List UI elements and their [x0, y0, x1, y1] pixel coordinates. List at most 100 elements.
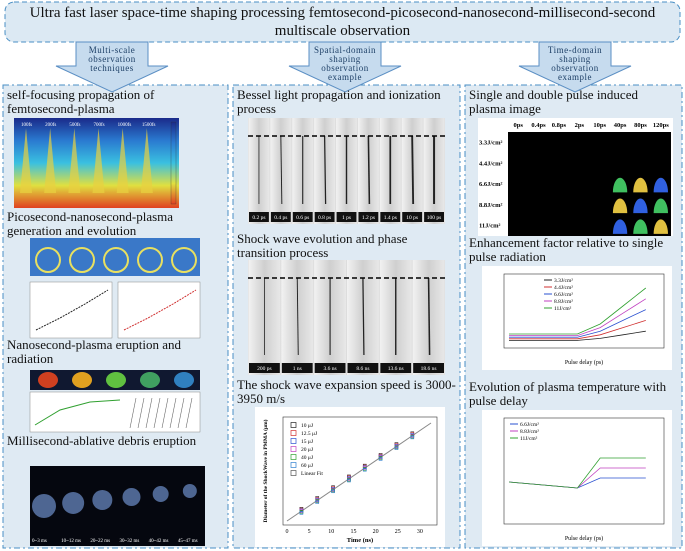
- label-box: [249, 212, 269, 222]
- point: [394, 446, 399, 450]
- legend-swatch: [290, 446, 297, 452]
- row-label: 4.4J/cm²: [479, 160, 502, 167]
- plasma: [106, 372, 126, 388]
- image: [248, 260, 445, 375]
- plot-line: [34, 399, 121, 426]
- section-heading: Single and double pulse induced plasma i…: [469, 87, 638, 116]
- plume: [20, 128, 32, 193]
- frame-label: 100fs: [21, 123, 32, 128]
- colorbar: [170, 121, 177, 205]
- section-heading: Shock wave evolution and phase transitio…: [237, 231, 408, 260]
- label-box: [336, 212, 357, 222]
- arrow-label: Time-domain shaping observation example: [547, 45, 603, 82]
- frame: [270, 118, 292, 224]
- x-axis-label: Pulse delay (ps): [565, 359, 603, 366]
- label-box: [358, 212, 379, 222]
- frame-label: 13.6 ns: [388, 366, 404, 372]
- legend-swatch: [290, 438, 297, 444]
- channel: [362, 277, 365, 356]
- arrow-label: Spatial-domain shaping observation examp…: [314, 45, 376, 82]
- legend-label: 20 μJ: [301, 447, 314, 453]
- plasma: [140, 372, 160, 388]
- plot-line: [509, 330, 646, 341]
- plasma: [103, 247, 129, 273]
- x-tick-label: 15: [350, 529, 356, 535]
- frame-label: 3.6 ns: [324, 366, 337, 372]
- x-tick-label: 10: [328, 529, 334, 535]
- label-box: [270, 212, 291, 222]
- plasma: [612, 177, 628, 193]
- section-heading: Enhancement factor relative to single pu…: [469, 235, 664, 264]
- channel: [296, 277, 299, 356]
- x-tick-label: 20: [373, 529, 379, 535]
- plot-line: [35, 289, 109, 331]
- arrow: [55, 41, 169, 93]
- legend-label: 10 μJ: [301, 423, 314, 429]
- plasma: [171, 247, 197, 273]
- plot-line: [123, 289, 197, 331]
- legend-label: 12.5 μJ: [301, 431, 318, 437]
- frame-label: 0.6 ps: [296, 215, 309, 221]
- frame-label: 0.4 ps: [274, 215, 287, 221]
- point: [362, 467, 367, 472]
- legend-swatch: [290, 462, 297, 468]
- plume: [68, 128, 81, 193]
- point: [410, 435, 415, 440]
- column-label: 10ps: [593, 122, 606, 129]
- plasma: [653, 177, 668, 193]
- label-box: [347, 363, 379, 373]
- plot: [117, 281, 201, 339]
- plasma: [653, 198, 668, 214]
- y-axis-label: Diameter of the ShockWave in PMMA (μm): [262, 419, 269, 522]
- channel: [411, 135, 415, 205]
- row-label: 11J/cm²: [479, 223, 500, 230]
- image: [482, 266, 672, 370]
- legend-swatch: [290, 422, 297, 428]
- spectrum: [129, 397, 137, 429]
- label-box: [380, 363, 412, 373]
- legend-label: 6.6J/cm²: [554, 292, 573, 298]
- channel: [367, 135, 371, 205]
- row-label: 6.6J/cm²: [479, 181, 502, 188]
- label-box: [314, 363, 346, 373]
- plasma: [633, 219, 648, 234]
- image: [30, 466, 205, 546]
- row-label: 3.3J/cm²: [479, 139, 502, 146]
- plot-frame: [282, 416, 438, 526]
- plume: [116, 128, 129, 193]
- plasma: [653, 219, 668, 234]
- x-tick-label: 30: [417, 529, 423, 535]
- legend-label: 8.8J/cm²: [520, 429, 539, 435]
- legend-swatch: [290, 454, 297, 460]
- x-tick-label: 25: [395, 529, 401, 535]
- frame-label: 18.6 ns: [421, 366, 437, 372]
- frame-label: 1 ns: [293, 366, 302, 372]
- column-label: 80ps: [634, 122, 647, 129]
- frame-label: 200 ps: [257, 366, 272, 372]
- x-tick-label: 0: [286, 529, 289, 535]
- frame-label: 1.4 ps: [384, 215, 397, 221]
- spectrum: [145, 397, 153, 429]
- plot-line: [509, 309, 646, 338]
- column-label: 0.8ps: [552, 122, 567, 129]
- frame-label: 1000fs: [118, 123, 132, 128]
- legend-swatch: [290, 430, 297, 436]
- legend-label: 3.3J/cm²: [554, 278, 573, 284]
- point: [315, 500, 320, 504]
- plot-line: [509, 287, 647, 335]
- frame-label: 10 ps: [406, 215, 418, 221]
- label-box: [314, 212, 335, 222]
- spectrum: [169, 397, 177, 429]
- frame-label: 100 ps: [427, 215, 442, 221]
- section-heading: Evolution of plasma temperature with pul…: [469, 379, 667, 408]
- frame-label: 30~32 ms: [120, 539, 140, 544]
- plume: [140, 128, 153, 193]
- frame-label: 1 ps: [342, 215, 351, 221]
- header-title: Ultra fast laser space-time shaping proc…: [29, 5, 656, 39]
- section-heading: Picosecond-nanosecond-plasma generation …: [7, 209, 174, 238]
- image-grid: [508, 132, 671, 236]
- frame-label: 500fs: [69, 123, 80, 128]
- plasma: [69, 247, 95, 273]
